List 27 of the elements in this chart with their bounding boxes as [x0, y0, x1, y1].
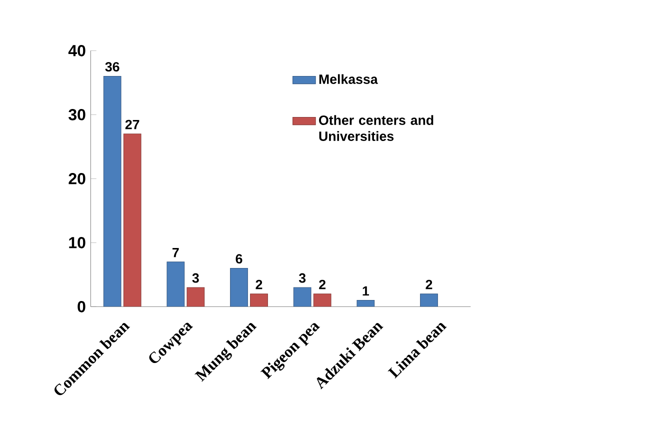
y-tick-label: 10: [69, 237, 86, 248]
data-label: 6: [236, 254, 242, 264]
data-label: 27: [125, 120, 140, 130]
legend-label: Other centers and Universities: [319, 115, 434, 141]
data-label: 36: [105, 62, 120, 72]
bar: [186, 287, 205, 307]
data-label: 3: [192, 273, 199, 283]
data-label: 7: [172, 248, 179, 258]
data-label: 2: [319, 280, 326, 290]
y-tick-label: 0: [78, 301, 86, 312]
bar: [420, 294, 438, 307]
bar: [230, 268, 248, 307]
y-tick-label: 20: [68, 173, 86, 184]
bar: [103, 76, 122, 307]
legend-label: Melkassa: [319, 74, 378, 84]
data-label: 3: [298, 273, 306, 283]
data-label: 2: [426, 280, 432, 290]
bar: [250, 294, 268, 307]
bar: [123, 134, 142, 307]
y-tick-label: 30: [68, 109, 86, 120]
y-tick-label: 40: [68, 45, 86, 56]
bar: [313, 294, 332, 307]
data-label: 2: [256, 280, 262, 290]
bar: [293, 287, 312, 307]
data-label: 1: [362, 286, 370, 296]
bar: [356, 300, 375, 307]
bar: [166, 262, 185, 307]
